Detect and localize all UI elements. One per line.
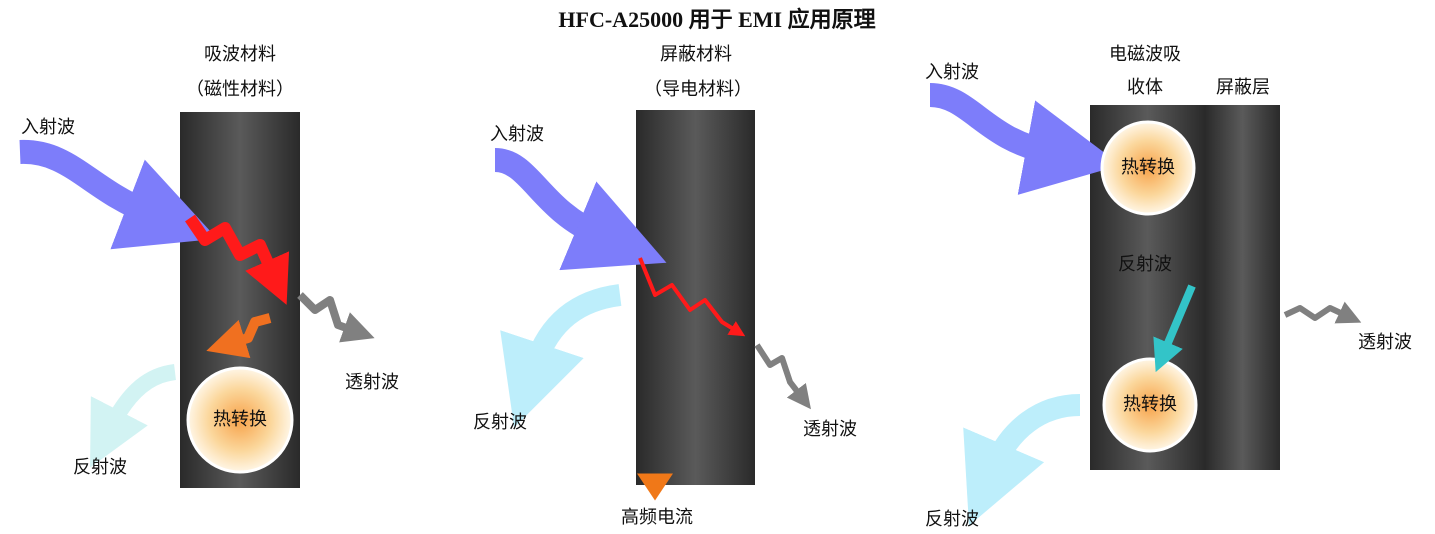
- incident-label: 入射波: [21, 117, 75, 138]
- panel-absorber: 热转换 吸波材料 （磁性材料） 入射波 透射波 反射波: [19, 44, 399, 488]
- inner-reflected-arrow: [1153, 284, 1196, 373]
- incident-label: 入射波: [925, 62, 979, 83]
- transmitted-label: 透射波: [345, 372, 399, 393]
- transmitted-wave: [297, 292, 375, 343]
- transmitted-wave: [754, 343, 811, 410]
- inner-reflected-label: 反射波: [1118, 254, 1172, 275]
- material-label: 吸波材料: [204, 44, 276, 65]
- material-note: （磁性材料）: [186, 79, 294, 100]
- heat-circle: [1102, 357, 1198, 453]
- panel-composite: 热转换 热转换 反射波 电磁波吸 收体 屏蔽层 入射波 透射波 反射波: [925, 44, 1412, 530]
- heat-wave: [206, 313, 272, 359]
- current-label: 高频电流: [621, 507, 693, 528]
- panel-shield: 屏蔽材料 （导电材料） 入射波 反射波 透射波 高频电流: [473, 44, 857, 528]
- conversion-label: 热转换: [1121, 157, 1175, 178]
- reflected-arrow: [500, 284, 622, 428]
- heat-circle: [1100, 120, 1196, 216]
- absorbed-wave: [185, 214, 290, 305]
- incident-label: 入射波: [490, 124, 544, 145]
- conversion-label: 热转换: [213, 409, 267, 430]
- reflected-label: 反射波: [73, 457, 127, 478]
- conversion-label: 热转换: [1123, 394, 1177, 415]
- shield-bar: [1205, 105, 1280, 470]
- material-note: （导电材料）: [644, 79, 752, 100]
- incident-arrow: [929, 83, 1121, 195]
- transmitted-wave: [1283, 301, 1362, 324]
- reflected-arrow: [90, 364, 177, 468]
- heat-circle: [186, 366, 294, 474]
- title: HFC-A25000 用于 EMI 应用原理: [558, 7, 875, 32]
- reflected-label: 反射波: [473, 412, 527, 433]
- incident-arrow: [493, 148, 667, 271]
- material-label: 屏蔽材料: [660, 44, 732, 65]
- absorber-label: 电磁波吸: [1109, 44, 1181, 65]
- shield-label: 屏蔽层: [1216, 77, 1270, 98]
- transmitted-label: 透射波: [803, 419, 857, 440]
- reflected-arrow: [963, 394, 1081, 526]
- absorbed-wave: [638, 257, 746, 337]
- transmitted-label: 透射波: [1358, 332, 1412, 353]
- absorber-label: 收体: [1127, 77, 1163, 98]
- reflected-label: 反射波: [925, 509, 979, 530]
- incident-arrow: [19, 139, 218, 250]
